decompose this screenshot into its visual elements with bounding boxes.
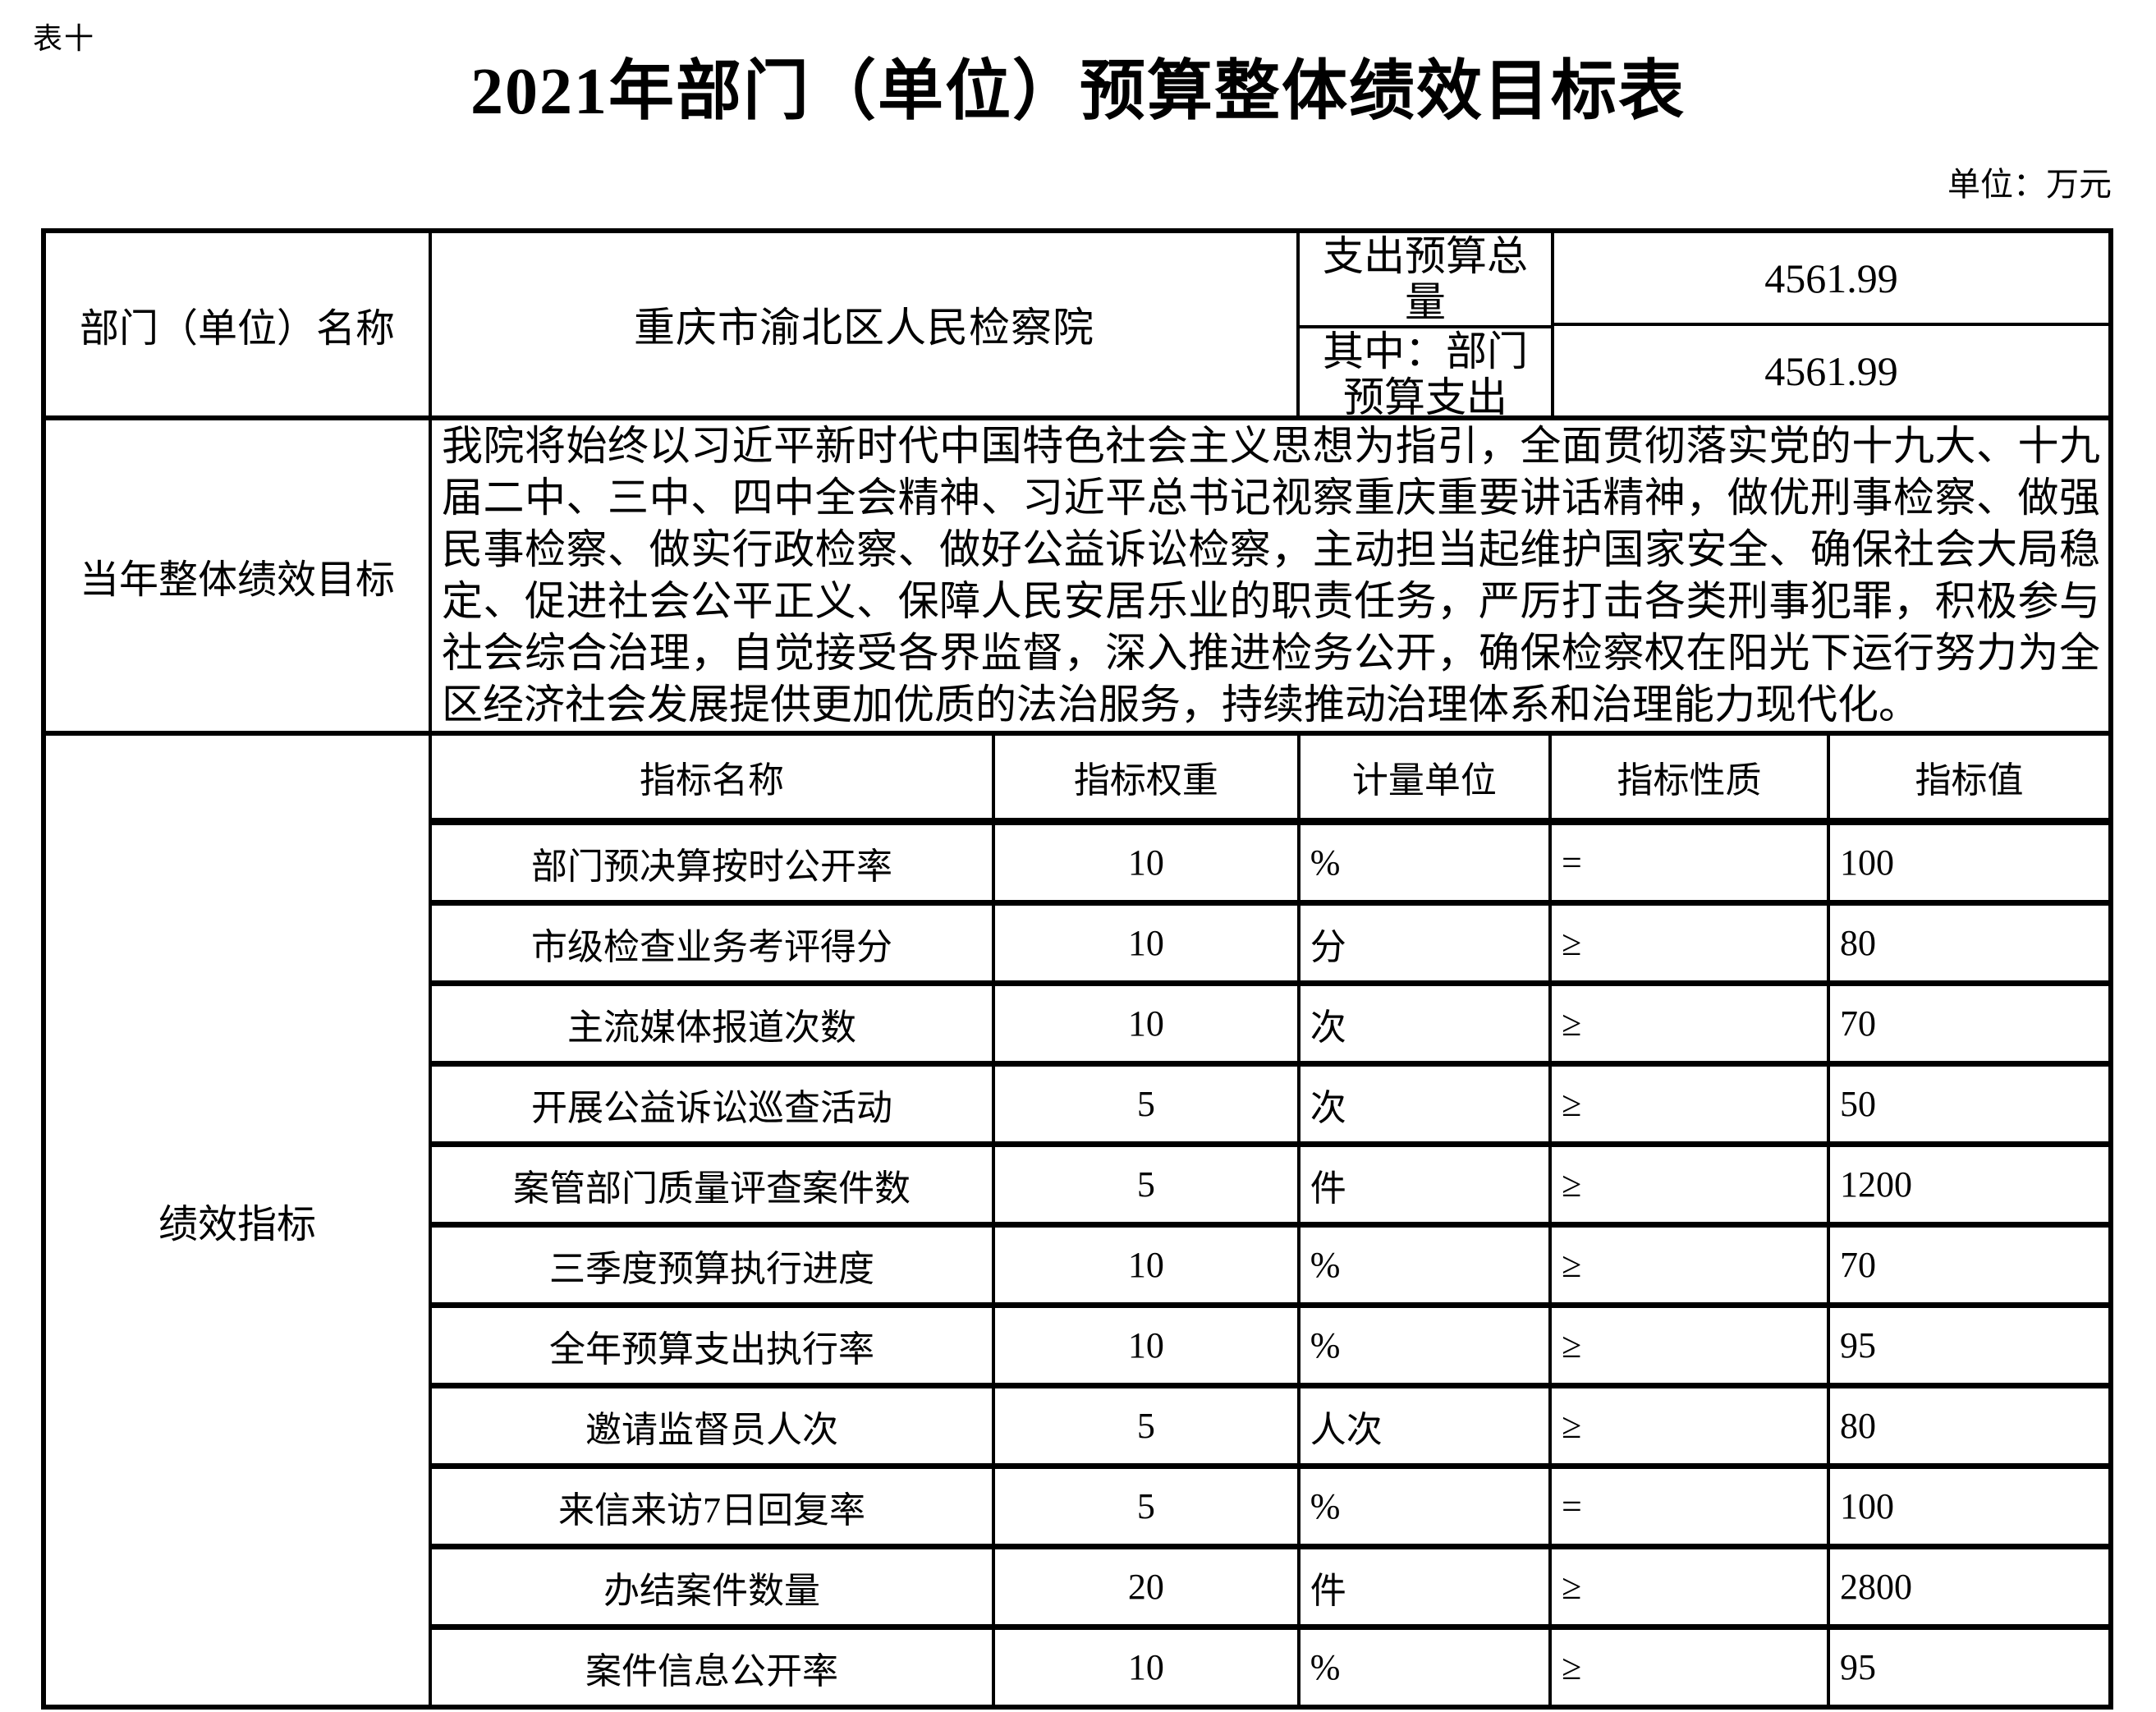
indicator-nature: ≥ <box>1552 986 1831 1061</box>
indicator-name: 案管部门质量评查案件数 <box>432 1147 996 1222</box>
indicator-value: 80 <box>1840 1406 1877 1446</box>
indicator-row: 三季度预算执行进度 10 % ≥ 70 <box>432 1222 2108 1302</box>
indicator-unit: 次 <box>1300 986 1553 1061</box>
header-indicator-weight: 指标权重 <box>995 736 1300 818</box>
department-name-value: 重庆市渝北区人民检察院 <box>432 233 1300 415</box>
indicator-value: 2800 <box>1840 1567 1913 1607</box>
department-row: 部门（单位）名称 重庆市渝北区人民检察院 支出预算总量 其中：部门预算支出 45… <box>46 233 2108 420</box>
indicator-weight: 20 <box>995 1549 1300 1624</box>
indicator-row: 办结案件数量 20 件 ≥ 2800 <box>432 1544 2108 1624</box>
indicator-nature: ≥ <box>1552 1308 1831 1383</box>
indicator-weight: 10 <box>995 825 1300 900</box>
indicator-value: 50 <box>1840 1084 1877 1124</box>
budget-total-label: 支出预算总量 <box>1300 233 1551 328</box>
unit-note: 单位：万元 <box>1947 166 2112 203</box>
budget-value-column: 4561.99 4561.99 <box>1554 233 2108 415</box>
indicator-name: 来信来访7日回复率 <box>432 1469 996 1544</box>
goal-text: 我院将始终以习近平新时代中国特色社会主义思想为指引，全面贯彻落实党的十九大、十九… <box>442 423 2100 727</box>
budget-label-column: 支出预算总量 其中：部门预算支出 <box>1300 233 1554 420</box>
header-indicator-value: 指标值 <box>1915 760 2024 801</box>
page-title: 2021年部门（单位）预算整体绩效目标表 <box>470 56 1686 128</box>
indicator-weight: 5 <box>995 1147 1300 1222</box>
indicator-unit: 分 <box>1300 906 1553 980</box>
indicator-unit: % <box>1300 1228 1553 1302</box>
header-measure-unit: 计量单位 <box>1300 736 1553 818</box>
indicator-value: 80 <box>1840 923 1877 963</box>
indicator-row: 案管部门质量评查案件数 5 件 ≥ 1200 <box>432 1141 2108 1222</box>
budget-dept-value: 4561.99 <box>1764 347 1898 394</box>
indicator-weight: 5 <box>995 1388 1300 1463</box>
indicators-label: 绩效指标 <box>46 736 432 1705</box>
indicator-row: 来信来访7日回复率 5 % = 100 <box>432 1463 2108 1544</box>
indicator-value: 100 <box>1840 1486 1895 1526</box>
table-number: 表十 <box>33 22 96 55</box>
indicator-row: 全年预算支出执行率 10 % ≥ 95 <box>432 1302 2108 1383</box>
indicator-name: 案件信息公开率 <box>432 1630 996 1705</box>
indicator-row: 开展公益诉讼巡查活动 5 次 ≥ 50 <box>432 1061 2108 1141</box>
indicator-nature: = <box>1552 1469 1831 1544</box>
indicator-value: 70 <box>1840 1003 1877 1044</box>
indicator-name: 办结案件数量 <box>432 1549 996 1624</box>
indicator-value: 1200 <box>1840 1164 1913 1205</box>
indicator-row: 主流媒体报道次数 10 次 ≥ 70 <box>432 980 2108 1061</box>
indicator-weight: 5 <box>995 1469 1300 1544</box>
indicator-unit: % <box>1300 825 1553 900</box>
indicator-nature: ≥ <box>1552 1549 1831 1624</box>
budget-dept-label: 其中：部门预算支出 <box>1323 328 1528 420</box>
header-indicator-nature: 指标性质 <box>1552 736 1831 818</box>
indicator-unit: % <box>1300 1630 1553 1705</box>
indicator-name: 全年预算支出执行率 <box>432 1308 996 1383</box>
indicator-row: 部门预决算按时公开率 10 % = 100 <box>432 818 2108 900</box>
indicator-row: 邀请监督员人次 5 人次 ≥ 80 <box>432 1383 2108 1463</box>
indicator-row: 案件信息公开率 10 % ≥ 95 <box>432 1624 2108 1705</box>
indicator-nature: ≥ <box>1552 1067 1831 1141</box>
indicators-header-row: 指标名称 指标权重 计量单位 指标性质 指标值 <box>432 736 2108 818</box>
indicator-unit: 人次 <box>1300 1388 1553 1463</box>
indicator-nature: ≥ <box>1552 1630 1831 1705</box>
indicator-name: 市级检查业务考评得分 <box>432 906 996 980</box>
indicator-nature: ≥ <box>1552 1228 1831 1302</box>
department-name-label: 部门（单位）名称 <box>46 233 432 415</box>
indicator-weight: 10 <box>995 1228 1300 1302</box>
indicator-nature: ≥ <box>1552 1388 1831 1463</box>
indicator-nature: ≥ <box>1552 906 1831 980</box>
indicator-unit: % <box>1300 1469 1553 1544</box>
indicator-value: 70 <box>1840 1245 1877 1285</box>
indicator-name: 主流媒体报道次数 <box>432 986 996 1061</box>
indicator-value: 95 <box>1840 1647 1877 1687</box>
indicator-value: 95 <box>1840 1325 1877 1365</box>
indicator-name: 部门预决算按时公开率 <box>432 825 996 900</box>
indicator-name: 邀请监督员人次 <box>432 1388 996 1463</box>
indicator-weight: 5 <box>995 1067 1300 1141</box>
indicator-unit: 件 <box>1300 1147 1553 1222</box>
indicators-subtable: 指标名称 指标权重 计量单位 指标性质 指标值 部门预决算按时公开率 10 % … <box>432 736 2108 1705</box>
header-indicator-name: 指标名称 <box>432 736 996 818</box>
indicator-weight: 10 <box>995 906 1300 980</box>
indicator-nature: ≥ <box>1552 1147 1831 1222</box>
budget-total-value: 4561.99 <box>1554 233 2108 326</box>
goal-label: 当年整体绩效目标 <box>46 420 432 731</box>
goal-row: 当年整体绩效目标 我院将始终以习近平新时代中国特色社会主义思想为指引，全面贯彻落… <box>46 415 2108 731</box>
indicator-value: 100 <box>1840 842 1895 883</box>
indicator-weight: 10 <box>995 1630 1300 1705</box>
indicators-row: 绩效指标 指标名称 指标权重 计量单位 指标性质 指标值 部门预决算按时公开率 … <box>46 731 2108 1705</box>
indicator-unit: 件 <box>1300 1549 1553 1624</box>
indicator-name: 三季度预算执行进度 <box>432 1228 996 1302</box>
performance-target-table: 部门（单位）名称 重庆市渝北区人民检察院 支出预算总量 其中：部门预算支出 45… <box>41 228 2113 1710</box>
indicator-unit: 次 <box>1300 1067 1553 1141</box>
indicator-weight: 10 <box>995 1308 1300 1383</box>
indicator-weight: 10 <box>995 986 1300 1061</box>
indicator-unit: % <box>1300 1308 1553 1383</box>
indicator-row: 市级检查业务考评得分 10 分 ≥ 80 <box>432 900 2108 980</box>
indicator-nature: = <box>1552 825 1831 900</box>
indicator-name: 开展公益诉讼巡查活动 <box>432 1067 996 1141</box>
